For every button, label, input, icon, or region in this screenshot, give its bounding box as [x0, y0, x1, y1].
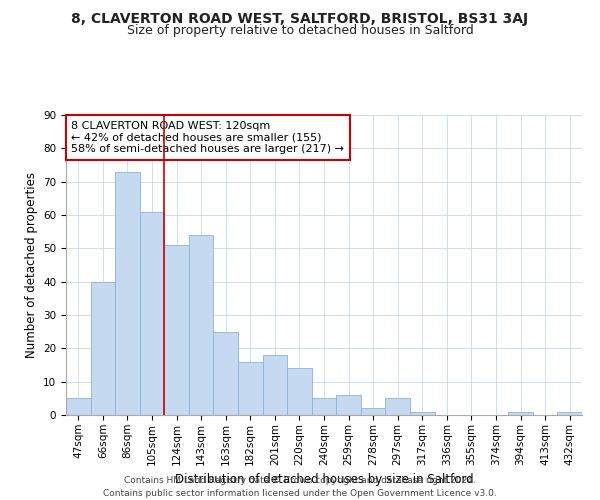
Bar: [214, 332, 238, 415]
Bar: [115, 172, 140, 415]
Text: 8 CLAVERTON ROAD WEST: 120sqm
← 42% of detached houses are smaller (155)
58% of : 8 CLAVERTON ROAD WEST: 120sqm ← 42% of d…: [71, 121, 344, 154]
Bar: [410, 412, 434, 415]
Bar: [238, 362, 263, 415]
Bar: [385, 398, 410, 415]
Bar: [263, 355, 287, 415]
Bar: [91, 282, 115, 415]
Bar: [312, 398, 336, 415]
Text: Size of property relative to detached houses in Saltford: Size of property relative to detached ho…: [127, 24, 473, 37]
Bar: [336, 395, 361, 415]
Bar: [140, 212, 164, 415]
Bar: [66, 398, 91, 415]
Y-axis label: Number of detached properties: Number of detached properties: [25, 172, 38, 358]
Bar: [287, 368, 312, 415]
Bar: [361, 408, 385, 415]
Text: 8, CLAVERTON ROAD WEST, SALTFORD, BRISTOL, BS31 3AJ: 8, CLAVERTON ROAD WEST, SALTFORD, BRISTO…: [71, 12, 529, 26]
Bar: [189, 235, 214, 415]
Bar: [508, 412, 533, 415]
X-axis label: Distribution of detached houses by size in Saltford: Distribution of detached houses by size …: [175, 473, 473, 486]
Text: Contains HM Land Registry data © Crown copyright and database right 2024.
Contai: Contains HM Land Registry data © Crown c…: [103, 476, 497, 498]
Bar: [164, 245, 189, 415]
Bar: [557, 412, 582, 415]
